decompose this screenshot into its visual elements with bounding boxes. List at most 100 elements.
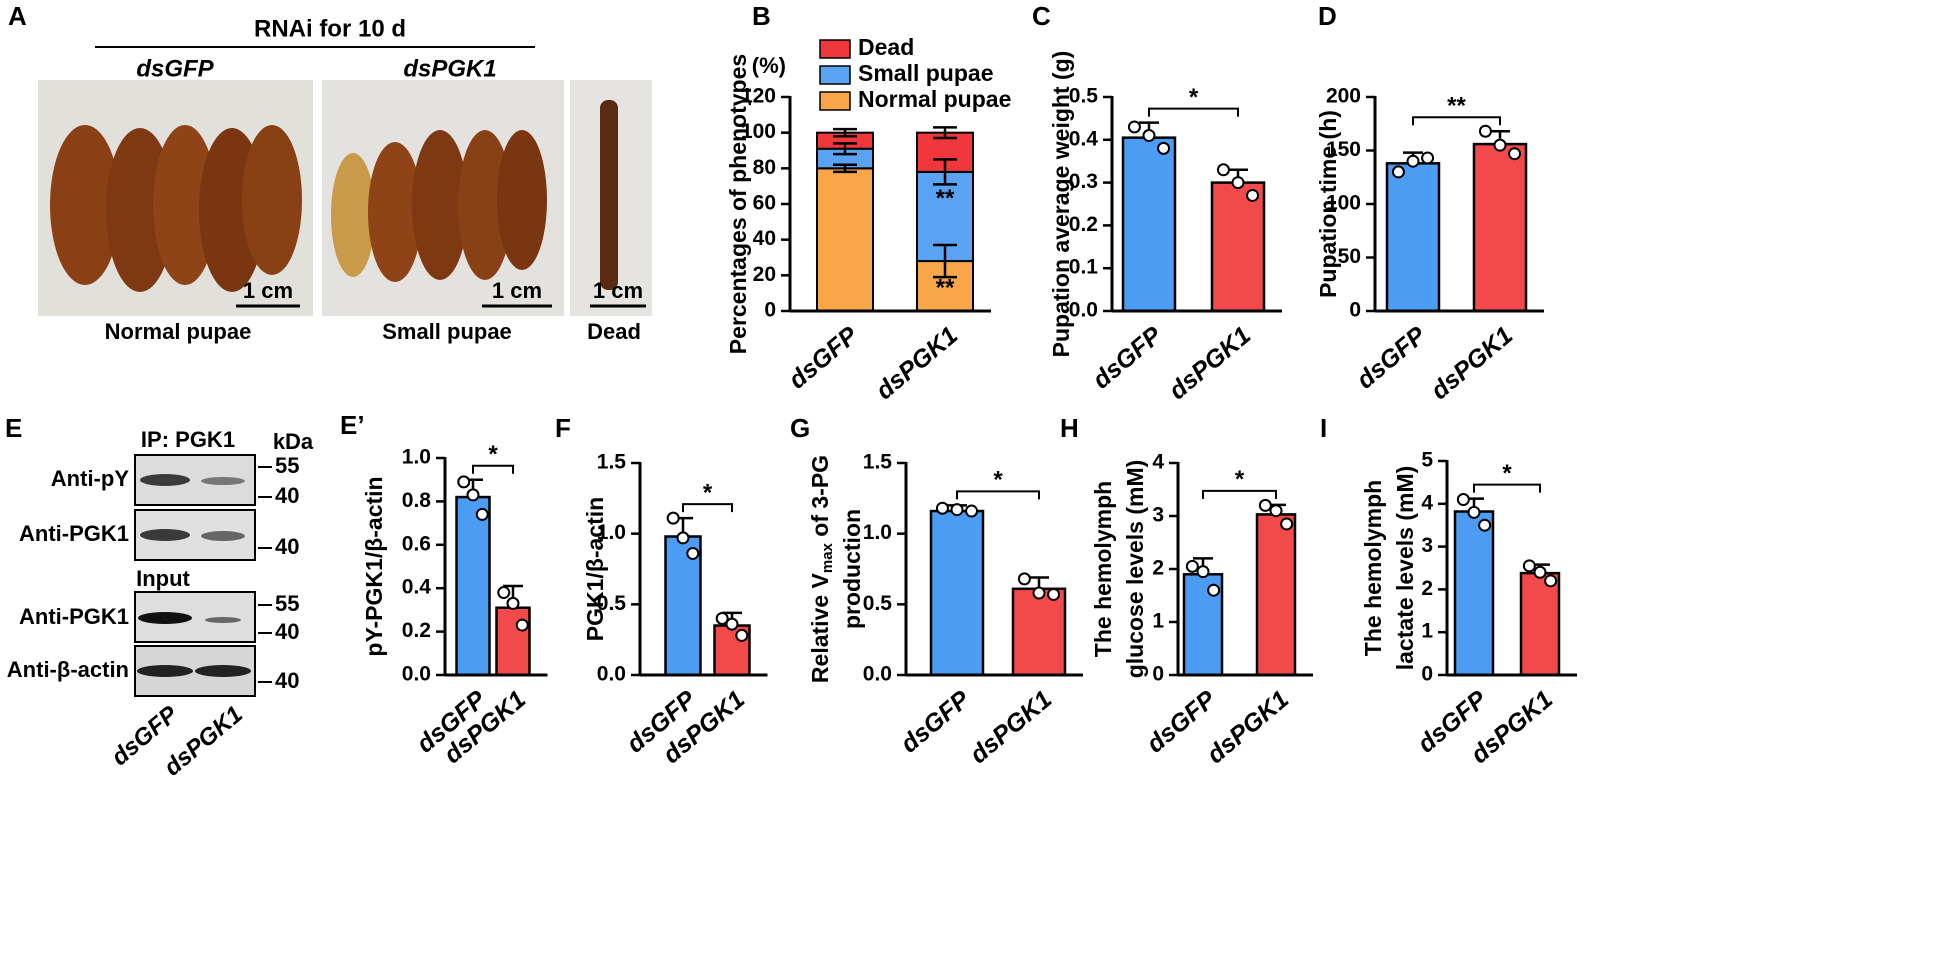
panel-letter: E <box>5 413 22 443</box>
y-tick-label: 0.6 <box>402 532 431 555</box>
ip-label: IP: PGK1 <box>141 427 235 452</box>
data-point <box>1185 559 1199 573</box>
caption: Dead <box>587 319 641 344</box>
y-axis-label: pY-PGK1/β-actin <box>361 476 387 656</box>
y-tick-label: 0 <box>764 299 776 322</box>
y-axis-label-part: of 3-PG <box>807 455 833 543</box>
chart: I The hemolymph lactate levels (mM)0 1 2 3 4 5 *… <box>1320 413 1577 769</box>
bar <box>1121 136 1177 313</box>
significance-bracket <box>1473 483 1541 493</box>
y-tick-label: 80 <box>753 156 776 179</box>
y-tick-label: 1.0 <box>402 446 431 469</box>
marker-tick <box>258 466 272 683</box>
y-axis-label: The hemolymph <box>1090 481 1116 657</box>
x-tick-label: dsPGK1 <box>871 321 964 405</box>
data-point <box>457 475 471 489</box>
x-tick-label: dsGFP <box>783 321 863 394</box>
panel-letter: I <box>1320 413 1327 443</box>
legend-label: Small pupae <box>858 60 993 86</box>
y-tick-label: 120 <box>741 85 776 108</box>
y-axis-label: Pupation time (h) <box>1315 110 1341 298</box>
chart: H The hemolymph glucose levels (mM) 0 1 2 3 4 * d… <box>1060 413 1313 769</box>
significance-bracket <box>472 464 514 474</box>
photo <box>570 80 652 316</box>
photo <box>322 80 564 316</box>
y-tick-label: 2 <box>1421 577 1433 600</box>
y-tick-label: 0.8 <box>402 489 432 512</box>
marker: 40 <box>275 619 299 644</box>
y-axis-label: production <box>839 509 865 629</box>
data-point <box>1406 154 1420 168</box>
data-point <box>676 531 690 545</box>
y-tick-label: 0.4 <box>1069 127 1099 150</box>
y-tick-label: 0.5 <box>597 592 627 615</box>
y-tick-label: 4 <box>1421 491 1433 514</box>
y-tick-label: 0 <box>1152 663 1164 686</box>
data-point <box>506 596 520 610</box>
significance: ** <box>1447 93 1466 120</box>
panel-letter: D <box>1318 1 1337 31</box>
data-point <box>735 628 749 642</box>
y-tick-label: 1 <box>1152 610 1164 633</box>
data-point <box>686 546 700 560</box>
data-point <box>1391 165 1405 179</box>
y-axis-label: glucose levels (mM) <box>1122 460 1148 679</box>
data-point <box>1522 559 1536 573</box>
panel-letter: E’ <box>340 410 365 440</box>
x-tick-label: dsPGK1 <box>1164 321 1257 405</box>
data-point <box>466 488 480 502</box>
legend-swatch <box>819 39 851 59</box>
data-point <box>1478 124 1492 138</box>
y-tick-label: 0.2 <box>1069 213 1098 236</box>
unit-label: (%) <box>752 53 786 78</box>
row-label: Anti-pY <box>51 466 130 491</box>
marker: 55 <box>275 453 299 478</box>
significance: * <box>488 441 498 468</box>
y-tick-label: 1 <box>1421 620 1433 643</box>
scale-label: 1 cm <box>243 278 293 303</box>
bar <box>1011 587 1067 677</box>
data-point <box>1478 518 1492 532</box>
scale-label: 1 cm <box>492 278 542 303</box>
data-point <box>1493 138 1507 152</box>
y-tick-label: 0.3 <box>1069 170 1098 193</box>
data-point <box>1544 574 1558 588</box>
legend-swatch <box>819 91 851 111</box>
data-point <box>1231 176 1245 190</box>
scale-label: 1 cm <box>593 278 643 303</box>
data-point <box>1421 151 1435 165</box>
y-axis-label: Percentages of phenotypes <box>725 54 751 354</box>
significance-bracket <box>956 490 1040 500</box>
y-axis-label: lactate levels (mM) <box>1392 466 1418 671</box>
y-axis-label-sub: max <box>819 542 836 573</box>
significance-bracket <box>1148 107 1239 117</box>
significance-bracket <box>1202 489 1277 499</box>
bar <box>1255 513 1297 677</box>
group-label: dsGFP <box>136 55 214 82</box>
significance: * <box>1502 460 1512 487</box>
group-label: dsPGK1 <box>403 55 496 82</box>
chart: C Pupation average weight (g)0.0 0.1 0.2 0.3… <box>1032 1 1282 405</box>
bar <box>929 509 985 677</box>
x-tick-label: dsGFP <box>895 685 975 758</box>
data-point <box>666 511 680 525</box>
y-tick-label: 0.0 <box>863 663 892 686</box>
significance: ** <box>936 185 955 212</box>
marker: 40 <box>275 483 299 508</box>
data-point <box>1246 188 1260 202</box>
y-tick-label: 0.0 <box>402 663 431 686</box>
header: RNAi for 10 d <box>254 15 406 42</box>
significance: * <box>703 479 713 506</box>
y-axis-label: PGK1/β-actin <box>582 497 608 641</box>
y-axis-label: Relative Vmax of 3-PG <box>807 455 836 683</box>
x-tick-label: dsPGK1 <box>1202 685 1295 769</box>
data-point <box>715 611 729 625</box>
data-point <box>1047 587 1061 601</box>
marker: 55 <box>275 591 299 616</box>
y-tick-label: 0 <box>1349 299 1361 322</box>
data-point <box>1258 498 1272 512</box>
legend-label: Normal pupae <box>858 86 1011 112</box>
significance-bracket <box>1412 116 1501 126</box>
